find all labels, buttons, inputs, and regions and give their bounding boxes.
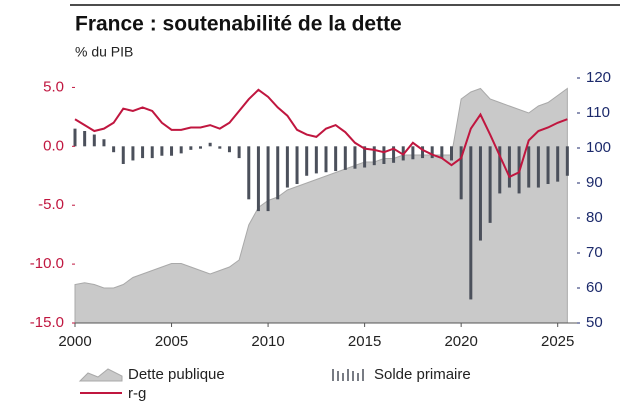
bar	[83, 131, 87, 147]
bar	[478, 146, 482, 241]
bar	[507, 146, 511, 188]
bar	[199, 146, 202, 149]
legend-label: Dette publique	[128, 366, 225, 383]
bar	[208, 142, 212, 147]
bar	[295, 146, 299, 185]
bar	[237, 146, 241, 159]
bar	[565, 146, 569, 176]
y2-tick-label: 60	[586, 279, 603, 296]
y-tick-label: -10.0	[30, 255, 64, 272]
bar	[392, 146, 396, 163]
x-tick-label: 2025	[541, 333, 574, 350]
x-tick-label: 2000	[58, 333, 91, 350]
y2-tick-label: 120	[586, 69, 611, 86]
bar	[276, 146, 280, 200]
bar	[189, 146, 193, 150]
y-tick-label: -15.0	[30, 314, 64, 331]
bar	[527, 146, 531, 188]
bar	[411, 146, 415, 160]
bar	[179, 146, 183, 154]
bar	[343, 146, 347, 170]
legend-area-icon	[78, 368, 123, 382]
bar	[536, 146, 540, 188]
bar	[498, 146, 502, 194]
bar	[382, 146, 386, 164]
bar	[421, 146, 425, 159]
bar	[363, 146, 367, 168]
bar	[92, 134, 96, 147]
bar	[218, 146, 222, 149]
y2-tick-label: 80	[586, 209, 603, 226]
y2-tick-label: 100	[586, 139, 611, 156]
y2-tick-label: 50	[586, 314, 603, 331]
bar	[469, 146, 473, 300]
bar	[227, 146, 231, 153]
bar	[334, 146, 338, 172]
bar	[372, 146, 376, 166]
bar	[314, 146, 318, 174]
x-tick-label: 2015	[348, 333, 381, 350]
bar	[440, 146, 444, 159]
chart-subtitle: % du PIB	[75, 44, 133, 60]
bar	[285, 146, 289, 188]
chart-title: France : soutenabilité de la dette	[75, 13, 402, 36]
bar	[266, 146, 270, 212]
bar	[131, 146, 135, 161]
bar	[170, 146, 174, 156]
bar	[324, 146, 328, 173]
y2-tick-label: 70	[586, 244, 603, 261]
bar	[305, 146, 309, 176]
bar	[430, 146, 434, 159]
y2-tick-label: 90	[586, 174, 603, 191]
bar	[73, 128, 77, 147]
bar	[353, 146, 357, 169]
bar	[546, 146, 550, 185]
bar	[256, 146, 260, 212]
legend-label: r-g	[128, 385, 146, 402]
y-tick-label: -5.0	[38, 196, 64, 213]
bar	[150, 146, 154, 159]
bar	[247, 146, 251, 200]
bar	[488, 146, 492, 223]
x-tick-label: 2010	[251, 333, 284, 350]
debt-area	[74, 87, 568, 324]
y-tick-label: 5.0	[43, 78, 64, 95]
bar	[121, 146, 125, 164]
y-tick-label: 0.0	[43, 137, 64, 154]
bar	[112, 146, 116, 153]
x-tick-label: 2020	[444, 333, 477, 350]
bar	[556, 146, 560, 182]
rg-line	[74, 88, 568, 179]
bar	[160, 146, 164, 156]
bar	[102, 139, 106, 147]
x-tick-label: 2005	[155, 333, 188, 350]
bar	[141, 146, 145, 159]
legend-label: Solde primaire	[374, 366, 471, 383]
bar	[450, 146, 453, 161]
y2-tick-label: 110	[586, 104, 610, 121]
bar	[459, 146, 463, 200]
